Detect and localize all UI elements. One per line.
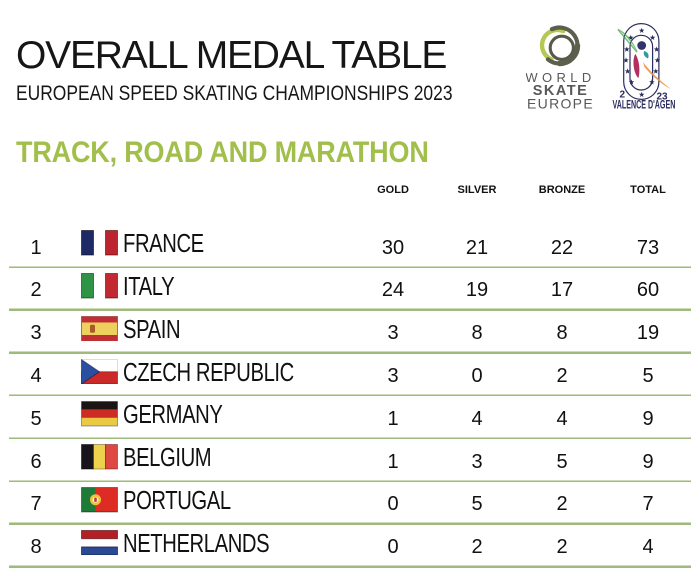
svg-text:2: 2	[620, 89, 626, 100]
svg-text:23: 23	[657, 92, 669, 103]
svg-text:EUROPE: EUROPE	[527, 96, 594, 112]
svg-text:WORLD: WORLD	[526, 70, 596, 85]
svg-text:SKATE: SKATE	[533, 83, 589, 99]
svg-text:VALENCE D'AGEN: VALENCE D'AGEN	[613, 99, 676, 112]
